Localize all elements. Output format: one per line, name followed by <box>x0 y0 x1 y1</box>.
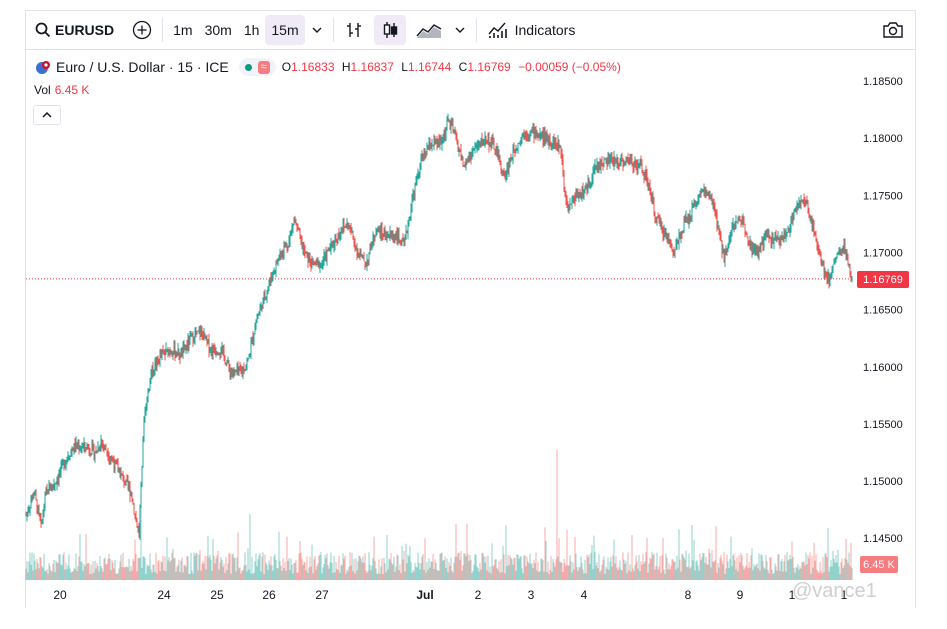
high-value: 1.16837 <box>350 60 394 74</box>
close-value: 1.16769 <box>467 60 511 74</box>
screenshot-button[interactable] <box>876 15 910 45</box>
area-chart-icon <box>416 23 441 38</box>
top-toolbar: EURUSD 1m 30m 1h 15m Indicators <box>25 10 916 50</box>
toolbar-divider <box>332 17 334 42</box>
volume-legend: Vol 6.45 K <box>34 83 89 97</box>
instrument-title[interactable]: Euro / U.S. Dollar · 15 · ICE <box>56 59 229 75</box>
interval-1m[interactable]: 1m <box>173 21 193 38</box>
chevron-down-icon <box>455 27 465 33</box>
bars-style-button[interactable] <box>338 15 370 45</box>
symbol-label: EURUSD <box>55 21 115 38</box>
chevron-up-icon <box>42 111 52 118</box>
toolbar-divider <box>162 17 164 42</box>
chart-frame <box>25 10 916 608</box>
interval-30m[interactable]: 30m <box>204 21 232 38</box>
volume-value: 6.45 K <box>54 83 90 97</box>
chart-legend: Euro / U.S. Dollar · 15 · ICE ≈ O1.16833… <box>34 58 625 76</box>
chart-type-button[interactable] <box>410 15 448 45</box>
compare-button[interactable] <box>126 15 158 45</box>
indicators-button[interactable]: Indicators <box>481 15 582 45</box>
indicators-label: Indicators <box>514 21 576 38</box>
candles-style-button[interactable] <box>373 14 406 45</box>
last-price-label: 1.16769 <box>857 271 909 288</box>
chevron-down-icon <box>312 27 322 33</box>
volume-label: Vol <box>34 83 51 97</box>
indicators-icon <box>488 22 507 38</box>
market-status-badge[interactable]: ≈ <box>238 58 276 76</box>
plus-circle-icon <box>132 20 152 39</box>
search-icon <box>35 22 51 37</box>
camera-icon <box>883 21 903 38</box>
interval-dropdown[interactable] <box>305 15 329 45</box>
interval-1h[interactable]: 1h <box>243 21 260 38</box>
candlestick-icon <box>383 21 397 38</box>
symbol-search[interactable]: EURUSD <box>29 15 120 45</box>
flag-icon <box>36 61 50 74</box>
watermark: @vance1 <box>792 580 877 602</box>
ohlc-values: O1.16833 H1.16837 L1.16744 C1.16769 −0.0… <box>281 60 621 74</box>
collapse-legend-button[interactable] <box>33 105 61 125</box>
interval-15m[interactable]: 15m <box>265 14 305 45</box>
open-value: 1.16833 <box>291 60 335 74</box>
market-open-dot <box>244 63 252 71</box>
delayed-icon: ≈ <box>257 60 270 74</box>
change-value: −0.00059 (−0.05%) <box>518 60 621 74</box>
chart-type-dropdown[interactable] <box>448 15 472 45</box>
bars-icon <box>346 22 361 37</box>
low-value: 1.16744 <box>407 60 452 74</box>
last-volume-label: 6.45 K <box>860 556 898 573</box>
toolbar-divider <box>475 17 477 42</box>
